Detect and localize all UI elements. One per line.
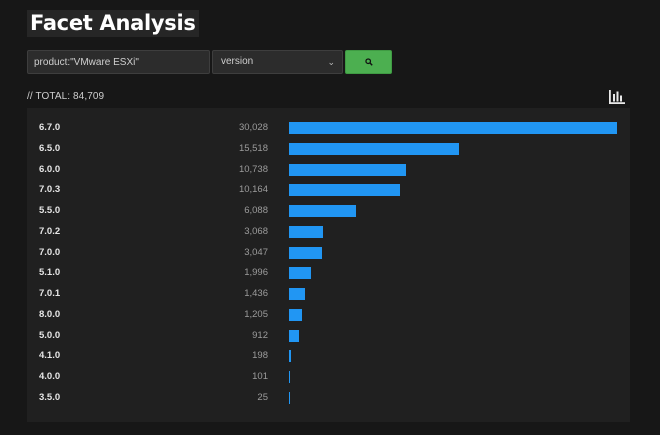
facet-count-label: 15,518 [238,142,268,154]
page-title: Facet Analysis [27,10,199,37]
facet-bar [289,225,323,238]
facet-row[interactable]: 5.0.0 912 [27,326,630,347]
facet-row[interactable]: 5.5.0 6,088 [27,201,630,222]
facet-bar [289,142,459,155]
facet-count-label: 1,436 [244,288,268,299]
facet-bar [289,391,290,404]
facet-select-value: version [221,56,254,67]
facet-row[interactable]: 3.5.0 25 [27,388,630,409]
facet-version-label: 7.0.2 [39,225,61,237]
facet-version-label: 6.5.0 [39,142,61,154]
facet-bar [289,184,401,197]
search-icon [364,58,373,66]
facet-version-label: 4.1.0 [39,350,61,362]
facet-count-label: 3,068 [244,225,268,237]
facet-row[interactable]: 6.7.0 30,028 [27,118,630,139]
facet-count-label: 30,028 [238,122,268,133]
facet-row[interactable]: 7.0.1 1,436 [27,284,630,305]
search-button[interactable] [345,50,392,74]
facet-version-label: 3.5.0 [39,391,61,403]
facet-version-label: 4.0.0 [39,371,61,382]
search-form: version ⌄ [27,50,392,74]
facet-row[interactable]: 5.1.0 1,996 [27,263,630,284]
facet-bar [289,329,299,342]
facet-row[interactable]: 4.0.0 101 [27,367,630,388]
facet-bar [289,267,311,280]
facet-bar [289,288,305,300]
facet-bar [289,163,407,176]
bar-chart-icon[interactable] [608,89,626,105]
facet-row[interactable]: 8.0.0 1,205 [27,305,630,326]
facet-count-label: 10,164 [238,184,268,196]
facet-version-label: 6.0.0 [39,163,61,175]
chevron-down-icon: ⌄ [327,57,335,67]
facet-version-label: 7.0.3 [39,184,61,196]
query-input[interactable] [27,50,210,74]
facet-count-label: 1,996 [244,267,268,279]
facet-bar [289,350,292,363]
facet-version-label: 5.5.0 [39,205,61,216]
facet-row[interactable]: 7.0.0 3,047 [27,243,630,264]
facet-version-label: 7.0.1 [39,288,61,299]
facet-bar [289,371,291,383]
facet-count-label: 3,047 [244,246,268,258]
facet-count-label: 25 [257,391,268,403]
facet-version-label: 5.1.0 [39,267,61,279]
facet-row[interactable]: 7.0.2 3,068 [27,222,630,243]
facet-bar [289,122,617,134]
facet-row[interactable]: 6.5.0 15,518 [27,139,630,160]
facet-count-label: 912 [252,329,268,341]
facet-count-label: 6,088 [244,205,268,216]
facet-row[interactable]: 7.0.3 10,164 [27,180,630,201]
facet-count-label: 101 [252,371,268,382]
total-count: // TOTAL: 84,709 [27,91,105,102]
facet-version-label: 5.0.0 [39,329,61,341]
facet-row[interactable]: 6.0.0 10,738 [27,160,630,181]
facet-count-label: 10,738 [238,163,268,175]
facet-version-label: 7.0.0 [39,246,61,258]
facet-row[interactable]: 4.1.0 198 [27,346,630,367]
facet-bar [289,308,303,321]
facet-bar [289,246,323,259]
facet-bar [289,205,356,217]
facet-results-panel: 6.7.0 30,028 6.5.0 15,518 6.0.0 10,738 7.0.3 10… [27,108,630,422]
facet-count-label: 198 [252,350,268,362]
facet-version-label: 8.0.0 [39,308,61,320]
facet-select[interactable]: version ⌄ [212,50,343,74]
facet-count-label: 1,205 [244,308,268,320]
facet-version-label: 6.7.0 [39,122,61,133]
